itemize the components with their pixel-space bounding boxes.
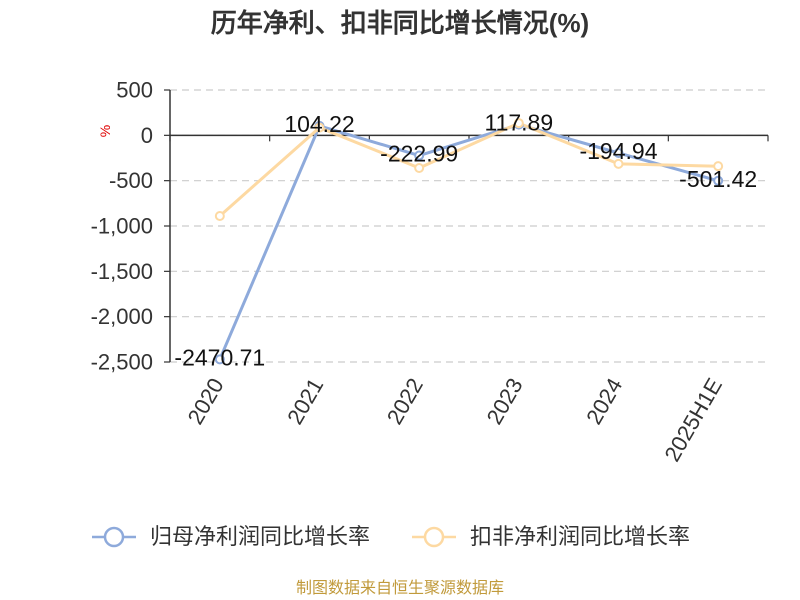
- y-tick-label: 0: [141, 123, 153, 148]
- line-circle-icon: [412, 526, 456, 548]
- source-footer: 制图数据来自恒生聚源数据库: [295, 580, 504, 597]
- chart-title: 历年净利、扣非同比增长情况(%): [210, 8, 590, 38]
- series-2-point: [314, 122, 325, 133]
- y-tick-label: -1,000: [91, 214, 153, 239]
- y-axis-unit-label: %: [97, 125, 113, 137]
- x-tick-label: 2020: [183, 374, 229, 429]
- series-1-point: [214, 354, 225, 365]
- legend-item-series-1[interactable]: 归母净利润同比增长率: [90, 517, 370, 557]
- data-labels: -2470.71 104.22 -222.99 117.89 -194.94 -501.4…: [174, 110, 757, 371]
- series-1-line: [218, 123, 720, 361]
- series-1-data-label: 117.89: [485, 110, 554, 136]
- axes: 500 0 -500 -1,000 -1,500 -2,000 -2,500 2020 2021…: [91, 78, 769, 466]
- series-2-point: [414, 162, 425, 173]
- y-tick-label: -2,500: [91, 350, 153, 375]
- legend-label: 扣非净利润同比增长率: [470, 524, 691, 549]
- series-2-point: [214, 211, 225, 222]
- legend-label: 归母净利润同比增长率: [150, 524, 371, 549]
- legend-item-series-2[interactable]: 扣非净利润同比增长率: [410, 517, 690, 557]
- x-tick-label: 2023: [482, 374, 528, 429]
- series-1-point: [414, 150, 425, 161]
- grid-lines: [170, 89, 768, 363]
- series-2-point: [513, 118, 524, 129]
- series-lines: [218, 121, 720, 361]
- series-1-point: [613, 148, 624, 159]
- series-1-data-label: 104.22: [284, 111, 354, 137]
- legend: 归母净利润同比增长率 扣非净利润同比增长率: [0, 517, 800, 557]
- data-points: [214, 118, 724, 365]
- series-1-point: [713, 175, 724, 186]
- x-tick-label: 2021: [282, 374, 328, 429]
- x-tick-label: 2025H1E: [659, 374, 727, 466]
- x-tick-label: 2024: [581, 374, 627, 429]
- line-circle-icon: [92, 526, 136, 548]
- y-tick-label: -500: [109, 168, 153, 193]
- series-1-data-label: -2470.71: [174, 344, 265, 370]
- series-1-data-label: -194.94: [579, 138, 657, 164]
- y-tick-label: -2,000: [91, 304, 153, 329]
- series-2-point: [613, 158, 624, 169]
- y-tick-label: 500: [116, 78, 153, 103]
- x-tick-label: 2022: [382, 374, 428, 429]
- series-1-data-label: -222.99: [380, 141, 458, 167]
- y-tick-label: -1,500: [91, 259, 153, 284]
- series-1-data-label: -501.42: [679, 166, 757, 192]
- series-2-point: [713, 161, 724, 172]
- series-2-line: [218, 121, 720, 218]
